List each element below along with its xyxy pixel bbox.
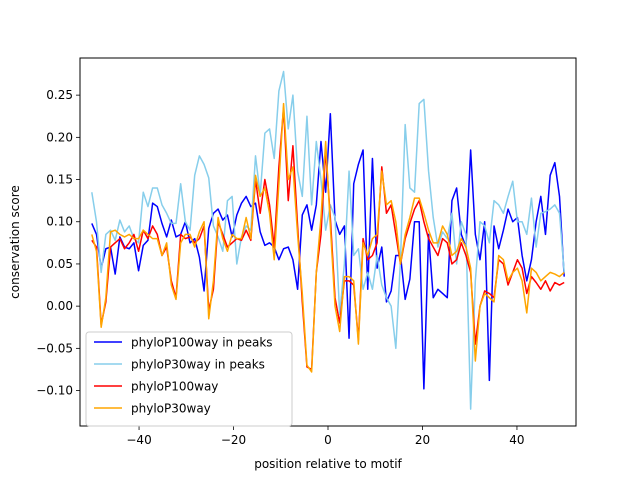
y-axis: −0.10 −0.05 0.00 0.05 0.10 0.15 0.20 0.25 [36, 88, 80, 398]
legend-label: phyloP100way in peaks [131, 336, 273, 350]
series-layer [91, 70, 565, 410]
series-line-2 [91, 70, 565, 410]
x-tick-label: 20 [415, 433, 430, 447]
legend: phyloP100way in peaks phyloP30way in peak… [85, 331, 293, 427]
y-tick-label: 0.05 [46, 257, 73, 271]
x-tick-label: −20 [221, 433, 246, 447]
x-tick-label: −40 [126, 433, 151, 447]
x-tick-label: 0 [324, 433, 332, 447]
x-tick-label: 40 [509, 433, 524, 447]
y-tick-label: 0.00 [46, 299, 73, 313]
x-axis: −40 −20 0 20 40 [126, 426, 525, 447]
y-tick-label: −0.10 [36, 384, 73, 398]
y-tick-label: 0.15 [46, 173, 73, 187]
legend-box [85, 331, 293, 427]
legend-label: phyloP30way [131, 402, 211, 416]
y-axis-label: conservation score [8, 185, 22, 299]
legend-label: phyloP30way in peaks [131, 358, 265, 372]
y-tick-label: −0.05 [36, 341, 73, 355]
legend-label: phyloP100way [131, 380, 218, 394]
y-tick-label: 0.25 [46, 88, 73, 102]
x-axis-label: position relative to motif [254, 457, 402, 471]
y-tick-label: 0.20 [46, 130, 73, 144]
y-tick-label: 0.10 [46, 215, 73, 229]
series-line-4 [91, 102, 565, 373]
